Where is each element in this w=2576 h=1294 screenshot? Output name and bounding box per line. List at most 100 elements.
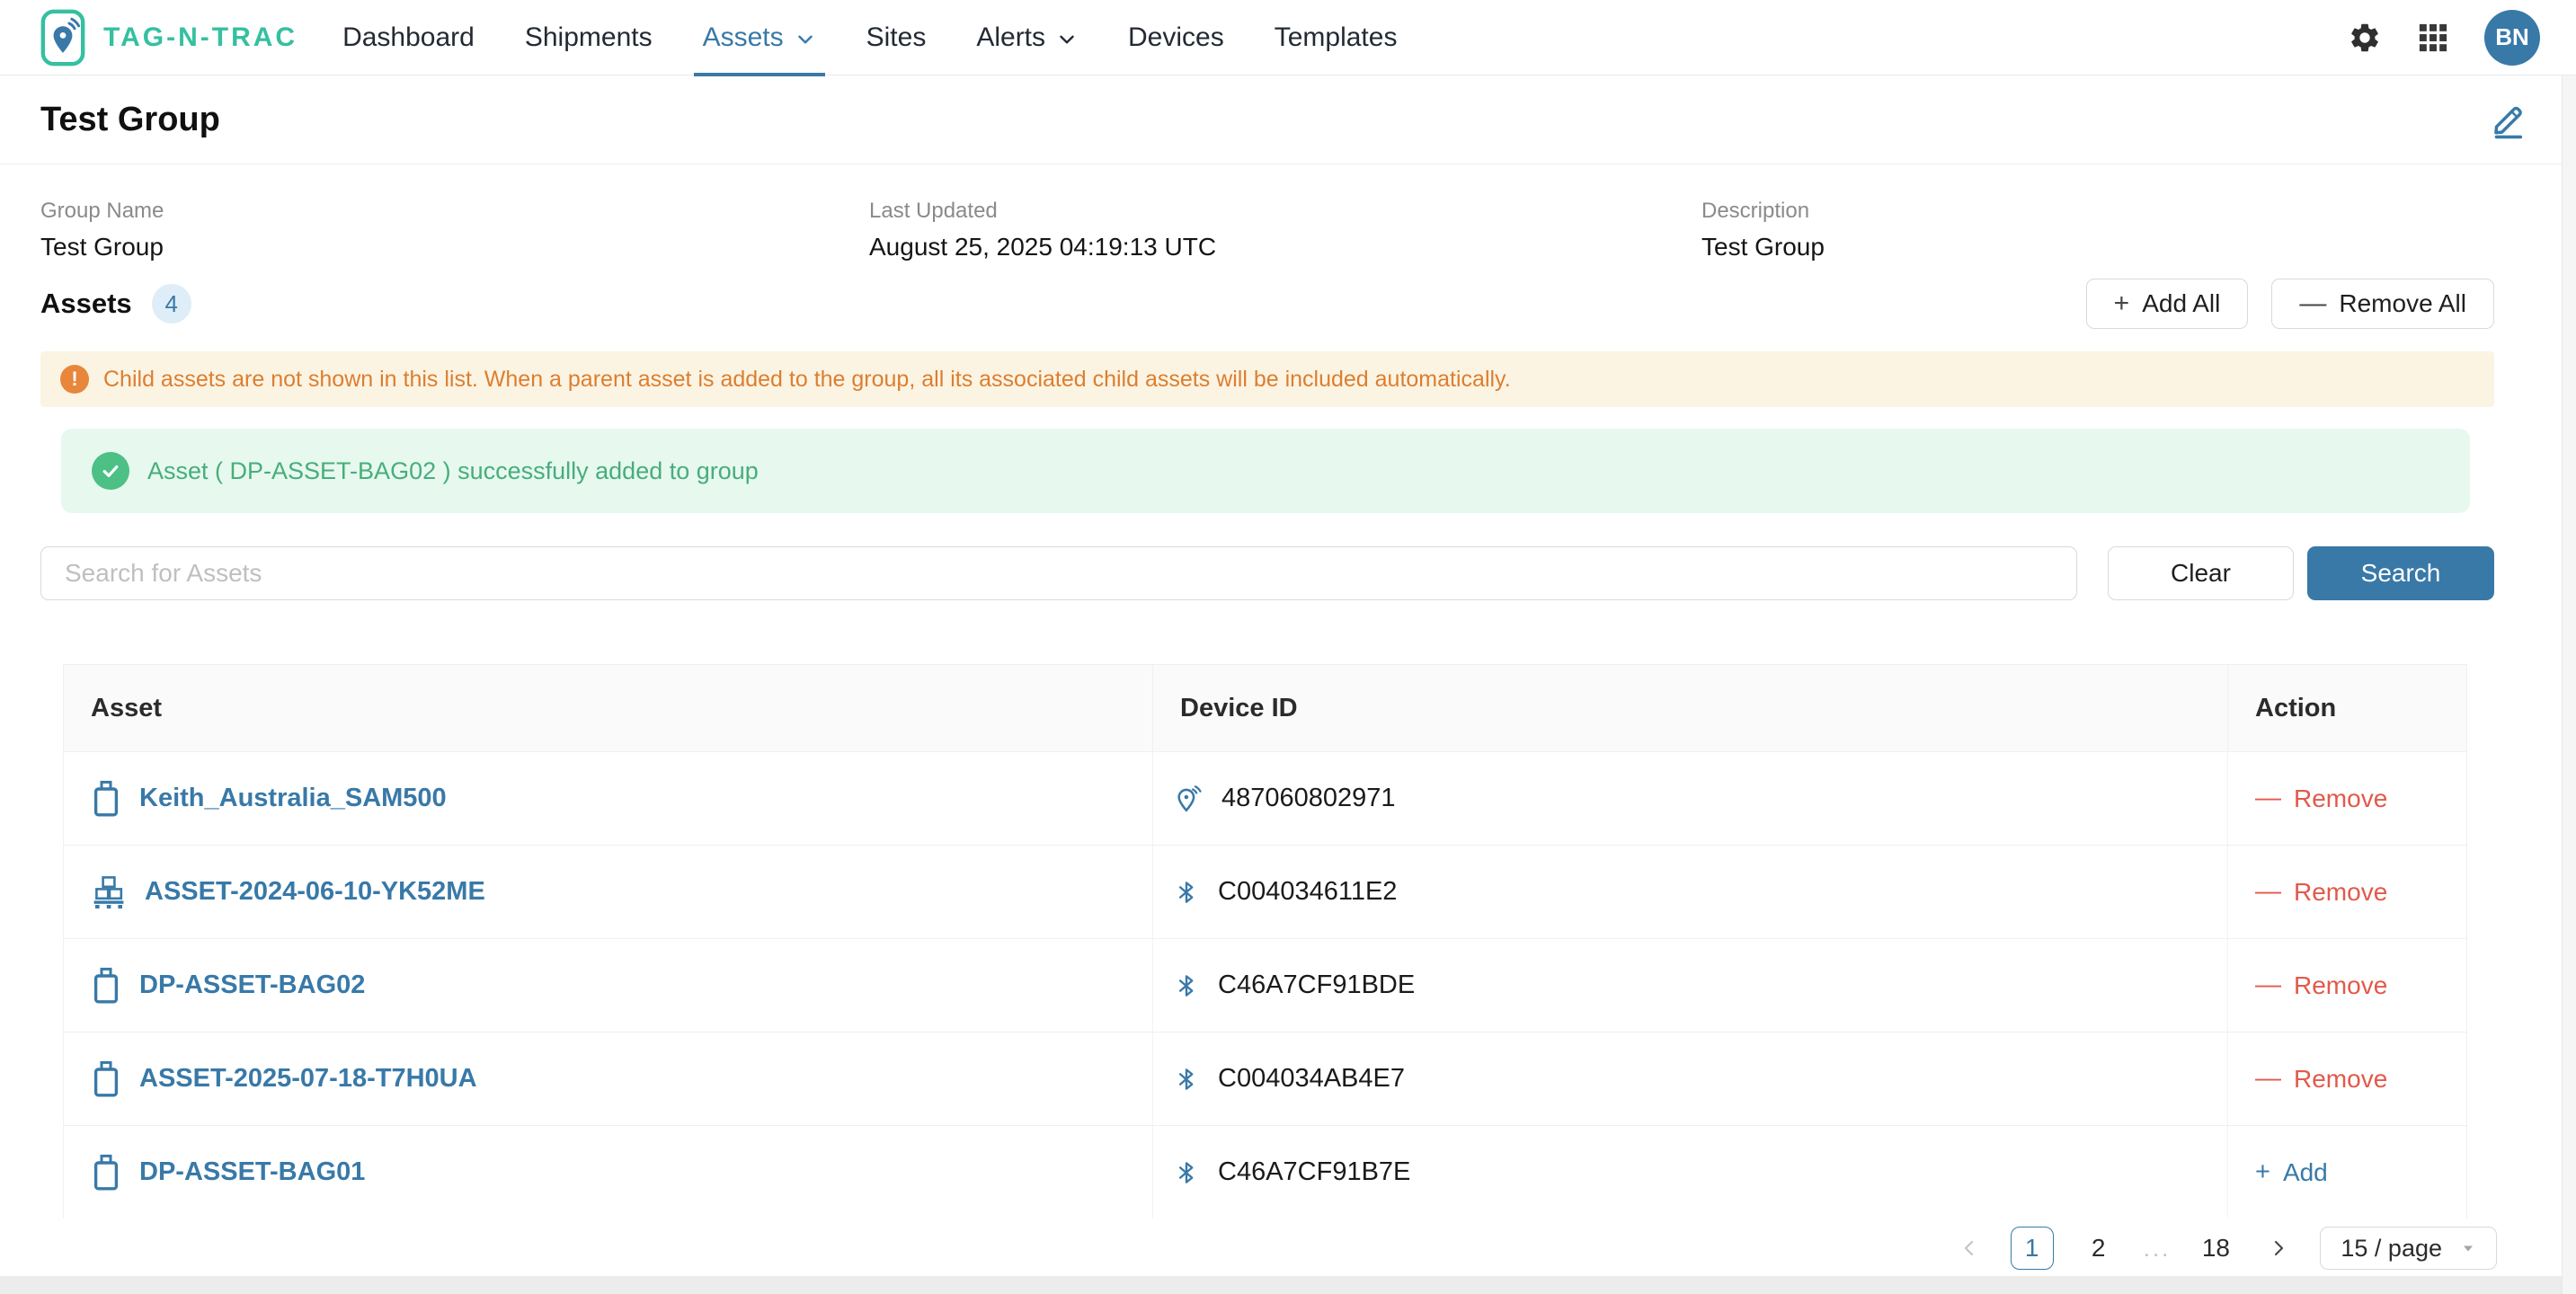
table-row: DP-ASSET-BAG01 C46A7CF91B7E + Ad (64, 1125, 2466, 1219)
tagntrac-pin-logo-icon (40, 9, 85, 66)
success-banner: Asset ( DP-ASSET-BAG02 ) successfully ad… (61, 429, 2470, 513)
page-header: Test Group (0, 75, 2576, 164)
pallet-icon (91, 875, 127, 909)
scrollbar-track[interactable] (2562, 75, 2576, 1294)
warning-circle-icon: ! (60, 365, 89, 394)
remove-all-button[interactable]: — Remove All (2271, 279, 2494, 329)
device-id-value: C004034AB4E7 (1218, 1064, 1405, 1093)
remove-asset-link[interactable]: — Remove (2255, 1064, 2388, 1093)
asset-link[interactable]: ASSET-2025-07-18-T7H0UA (139, 1064, 477, 1093)
action-cell: — Remove (2228, 752, 2466, 845)
asset-cell: DP-ASSET-BAG02 (64, 939, 1153, 1032)
box-icon (91, 780, 121, 818)
box-icon (91, 967, 121, 1005)
device-id-cell: C004034AB4E7 (1153, 1033, 2228, 1125)
device-id-value: C46A7CF91B7E (1218, 1157, 1411, 1186)
asset-link[interactable]: DP-ASSET-BAG01 (139, 1157, 366, 1186)
warning-message: Child assets are not shown in this list.… (103, 366, 1511, 392)
action-cell: + Add (2228, 1126, 2466, 1219)
nav-item-dashboard[interactable]: Dashboard (342, 22, 475, 52)
device-id-cell: C46A7CF91BDE (1153, 939, 2228, 1032)
caret-down-icon (2460, 1240, 2476, 1256)
add-asset-link[interactable]: + Add (2255, 1157, 2328, 1186)
nav-item-shipments[interactable]: Shipments (524, 22, 653, 52)
nav-item-assets[interactable]: Assets (693, 0, 825, 76)
description-label: Description (1701, 199, 1810, 223)
device-id-cell: 487060802971 (1153, 752, 2228, 845)
assets-section-title: Assets (40, 288, 132, 319)
page-background-strip (0, 1276, 2576, 1294)
asset-link[interactable]: ASSET-2024-06-10-YK52ME (145, 877, 485, 906)
nav-item-alerts[interactable]: Alerts (976, 0, 1078, 75)
pagination-page-18-button[interactable]: 18 (2201, 1234, 2230, 1262)
top-nav-bar: TAG-N-TRAC Dashboard Shipments Assets Si… (0, 0, 2576, 76)
tracker-pin-icon (1173, 784, 1204, 814)
device-id-value: C004034611E2 (1218, 877, 1398, 906)
assets-section-header: Assets 4 + Add All — Remove All (0, 272, 2576, 335)
assets-actions: + Add All — Remove All (2085, 279, 2494, 329)
box-icon (91, 1154, 121, 1192)
group-info: Group Name Test Group Last Updated Augus… (0, 164, 2576, 261)
last-updated-label: Last Updated (869, 199, 998, 223)
pagination-prev-button[interactable] (1951, 1227, 1987, 1270)
bluetooth-icon (1173, 1064, 1200, 1095)
success-check-icon (92, 452, 129, 490)
remove-asset-link[interactable]: — Remove (2255, 784, 2388, 812)
warning-banner: ! Child assets are not shown in this lis… (40, 351, 2494, 407)
minus-icon: — (2299, 288, 2327, 318)
nav-item-templates[interactable]: Templates (1274, 22, 1398, 52)
nav-menu: Dashboard Shipments Assets Sites Alerts … (342, 0, 1398, 76)
brand-logo[interactable]: TAG-N-TRAC (40, 9, 298, 66)
remove-asset-link[interactable]: — Remove (2255, 877, 2388, 906)
bluetooth-icon (1173, 877, 1200, 908)
chevron-down-icon (1056, 29, 1078, 50)
pagination-ellipsis[interactable]: ... (2143, 1234, 2172, 1262)
device-id-cell: C46A7CF91B7E (1153, 1126, 2228, 1219)
action-cell: — Remove (2228, 939, 2466, 1032)
remove-asset-link[interactable]: — Remove (2255, 970, 2388, 999)
table-header-row: Asset Device ID Action (64, 665, 2466, 751)
action-cell: — Remove (2228, 1033, 2466, 1125)
nav-right-controls: BN (2348, 9, 2540, 66)
last-updated-value: August 25, 2025 04:19:13 UTC (869, 233, 1217, 261)
chevron-down-icon (795, 29, 816, 50)
minus-icon: — (2255, 784, 2281, 812)
pagination-page-2-button[interactable]: 2 (2091, 1234, 2106, 1262)
pagination-page-1-button[interactable]: 1 (2010, 1227, 2054, 1270)
asset-link[interactable]: Keith_Australia_SAM500 (139, 784, 447, 812)
pagination-next-button[interactable] (2261, 1227, 2296, 1270)
page-title: Test Group (40, 100, 220, 138)
page-size-select[interactable]: 15 / page (2320, 1227, 2497, 1270)
action-column-header: Action (2255, 693, 2337, 722)
add-all-button[interactable]: + Add All (2085, 279, 2249, 329)
nav-item-devices[interactable]: Devices (1128, 22, 1224, 52)
edit-pencil-icon[interactable] (2488, 100, 2527, 139)
description-value: Test Group (1701, 233, 1825, 261)
table-row: DP-ASSET-BAG02 C46A7CF91BDE — Re (64, 938, 2466, 1032)
gear-icon[interactable] (2348, 21, 2382, 55)
action-cell: — Remove (2228, 846, 2466, 938)
table-body: Keith_Australia_SAM500 487060802971 — (64, 751, 2466, 1219)
asset-link[interactable]: DP-ASSET-BAG02 (139, 970, 366, 999)
group-name-label: Group Name (40, 199, 164, 223)
asset-column-header: Asset (64, 665, 1153, 751)
asset-cell: Keith_Australia_SAM500 (64, 752, 1153, 845)
nav-item-sites[interactable]: Sites (866, 22, 927, 52)
search-input[interactable] (40, 546, 2077, 600)
group-name-field: Group Name Test Group (40, 199, 869, 261)
asset-cell: ASSET-2025-07-18-T7H0UA (64, 1033, 1153, 1125)
table-row: ASSET-2024-06-10-YK52ME C004034611E2 — (64, 845, 2466, 938)
device-id-value: C46A7CF91BDE (1218, 970, 1416, 999)
minus-icon: — (2255, 1064, 2281, 1093)
pagination: 1 2 ... 18 15 / page (0, 1224, 2497, 1272)
plus-icon: + (2113, 288, 2130, 318)
minus-icon: — (2255, 877, 2281, 906)
device-id-column-header: Device ID (1153, 665, 2228, 751)
table-row: Keith_Australia_SAM500 487060802971 — (64, 751, 2466, 845)
description-field: Description Test Group (1701, 199, 2530, 261)
clear-button[interactable]: Clear (2108, 546, 2294, 600)
apps-grid-icon[interactable] (2418, 22, 2448, 53)
user-avatar[interactable]: BN (2484, 9, 2540, 66)
search-button[interactable]: Search (2307, 546, 2494, 600)
search-row: Clear Search (40, 546, 2494, 600)
